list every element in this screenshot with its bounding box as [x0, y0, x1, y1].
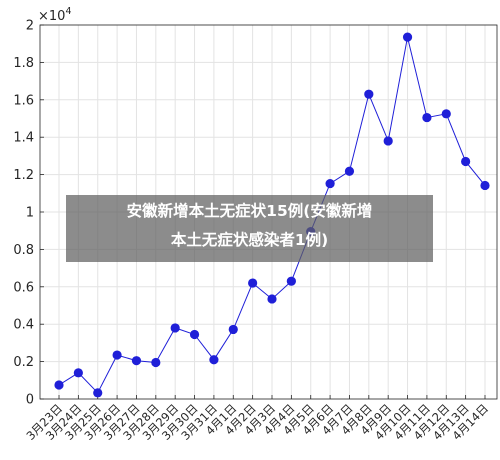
- y-tick-label: 0.6: [13, 280, 34, 295]
- data-point: [441, 109, 451, 119]
- x-axis-ticks: 3月23日3月24日3月25日3月26日3月27日3月28日3月29日3月30日…: [23, 395, 491, 443]
- data-point: [325, 178, 335, 189]
- y-tick-label: 1.8: [13, 56, 34, 71]
- data-point: [151, 357, 161, 368]
- y-tick-label: 1: [26, 206, 34, 221]
- data-point: [461, 156, 471, 167]
- data-point: [383, 136, 393, 146]
- data-point: [54, 380, 64, 390]
- data-point: [93, 388, 103, 398]
- y-tick-label: 0.4: [13, 318, 34, 333]
- data-point: [286, 276, 296, 286]
- y-tick-label: 0.8: [13, 243, 34, 258]
- y-tick-label: 1.6: [13, 93, 34, 108]
- y-tick-label: 1.4: [13, 131, 34, 146]
- data-point: [480, 180, 490, 191]
- data-point: [402, 32, 413, 42]
- data-point: [112, 350, 122, 360]
- y-axis-ticks: 0 0.2 0.4 0.6 0.8 1 1.2 1.4 1.6 1.8 2: [13, 19, 44, 408]
- data-point: [422, 112, 432, 123]
- data-point: [209, 355, 219, 365]
- data-point: [131, 356, 142, 366]
- y-tick-label: 0.2: [13, 355, 34, 370]
- data-point: [189, 329, 200, 340]
- y-tick-label: 1.2: [13, 168, 34, 183]
- y-axis-exponent-label: ×104: [38, 6, 71, 24]
- y-tick-label: 0: [26, 393, 34, 408]
- data-point: [344, 166, 355, 176]
- headline-overlay-text: 安徽新增本土无症状15例(安徽新增 本土无症状感染者1例): [126, 202, 373, 249]
- data-point: [248, 278, 258, 288]
- data-point: [170, 323, 180, 333]
- data-point: [267, 294, 277, 304]
- data-point: [364, 89, 374, 99]
- headline-overlay-background: [66, 195, 433, 262]
- data-point: [73, 368, 83, 378]
- data-point: [228, 324, 238, 335]
- y-tick-label: 2: [26, 19, 34, 34]
